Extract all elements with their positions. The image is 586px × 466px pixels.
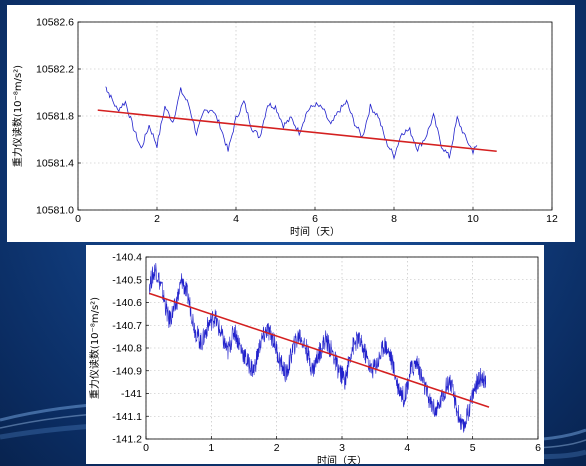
y-tick-label: -141.2 (112, 434, 142, 446)
y-tick-label: -140.5 (112, 274, 142, 286)
x-tick-label: 6 (535, 442, 541, 454)
y-tick-label: -140.9 (112, 365, 142, 377)
x-axis-label: 时间（天） (317, 454, 367, 464)
x-tick-label: 1 (208, 442, 214, 454)
y-tick-label: 10582.2 (36, 64, 74, 76)
x-tick-label: 2 (274, 442, 280, 454)
x-tick-label: 0 (75, 213, 81, 225)
y-tick-label: 10581.8 (36, 111, 74, 123)
y-tick-label: -140.7 (112, 320, 142, 332)
y-tick-label: -140.4 (112, 252, 142, 264)
gravity-chart-10day: 0 2 4 6 8 10 12 10582.6 10582.2 10581.8 10581.4 105… (11, 17, 558, 239)
y-tick-label: -141.1 (112, 411, 142, 423)
x-tick-label: 5 (470, 442, 476, 454)
x-tick-label: 6 (312, 213, 318, 225)
chart-panel-top: 0 2 4 6 8 10 12 10582.6 10582.2 10581.8 10581.4 105… (7, 5, 575, 242)
series-line-trend (97, 109, 497, 153)
x-tick-label: 2 (154, 213, 160, 225)
y-axis-label: 重力仪读数(10⁻⁸m/s²) (11, 65, 24, 167)
grid-lines (145, 256, 539, 440)
y-tick-label: -141 (121, 388, 142, 400)
x-tick-label: 0 (143, 442, 149, 454)
x-tick-label: 4 (404, 442, 410, 454)
y-tick-label: 10581.4 (36, 158, 74, 170)
y-tick-label: 10582.6 (36, 17, 74, 29)
series-line-trend (149, 292, 490, 408)
x-tick-label: 3 (339, 442, 345, 454)
y-axis-label: 重力仪读数(10⁻⁸m/s²) (88, 297, 101, 399)
x-tick-label: 8 (391, 213, 397, 225)
chart-panel-bottom: 0 1 2 3 4 5 6 -140.4 -140.5 -140.6 -140.7 -140.8 -14… (86, 245, 544, 464)
x-axis-label: 时间（天） (290, 225, 340, 238)
x-tick-label: 4 (233, 213, 239, 225)
x-tick-label: 12 (546, 213, 558, 225)
y-tick-label: -140.8 (112, 343, 142, 355)
y-tick-label: 10581.0 (36, 205, 74, 217)
series-line-raw (148, 262, 487, 433)
series-line-raw (105, 86, 478, 160)
y-tick-label: -140.6 (112, 297, 142, 309)
x-tick-label: 10 (467, 213, 479, 225)
gravity-chart-5day: 0 1 2 3 4 5 6 -140.4 -140.5 -140.6 -140.7 -140.8 -14… (88, 252, 541, 465)
